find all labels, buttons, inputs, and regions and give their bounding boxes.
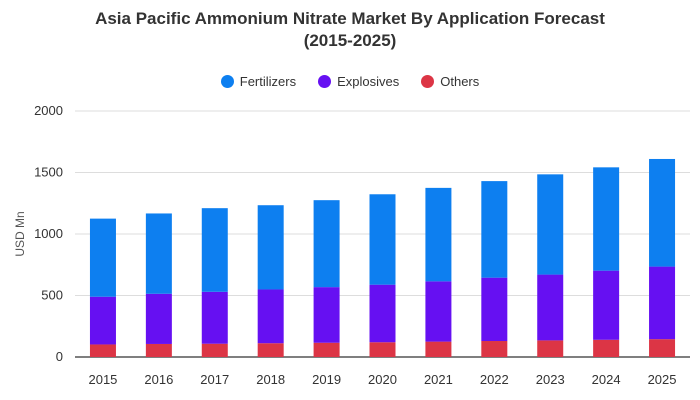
bar-others-2015[interactable] <box>89 344 116 357</box>
x-tick-label: 2023 <box>536 372 565 387</box>
y-axis-label: USD Mn <box>13 211 27 256</box>
bar-fertilizers-2019[interactable] <box>313 200 340 288</box>
legend-swatch-explosives <box>318 75 332 88</box>
bar-fertilizers-2022[interactable] <box>481 181 508 278</box>
legend-item-fertilizers[interactable]: Fertilizers <box>220 74 297 89</box>
bar-explosives-2022[interactable] <box>481 277 508 342</box>
x-tick-label: 2022 <box>480 372 509 387</box>
chart-legend: Fertilizers Explosives Others <box>0 74 700 89</box>
legend-item-explosives[interactable]: Explosives <box>318 74 399 89</box>
bar-others-2021[interactable] <box>425 341 452 357</box>
bar-others-2017[interactable] <box>201 343 228 357</box>
bar-others-2016[interactable] <box>145 343 172 357</box>
y-tick-label: 1000 <box>34 226 63 241</box>
bar-others-2018[interactable] <box>257 343 284 357</box>
bar-others-2022[interactable] <box>481 341 508 357</box>
bar-explosives-2019[interactable] <box>313 287 340 343</box>
x-tick-label: 2020 <box>368 372 397 387</box>
legend-label-explosives: Explosives <box>337 74 400 89</box>
bar-explosives-2024[interactable] <box>593 270 620 340</box>
bar-explosives-2017[interactable] <box>201 291 228 344</box>
bar-explosives-2025[interactable] <box>649 266 676 340</box>
x-tick-label: 2021 <box>424 372 453 387</box>
y-tick-label: 1500 <box>34 165 63 180</box>
bar-fertilizers-2024[interactable] <box>593 167 620 271</box>
legend-label-others: Others <box>440 74 480 89</box>
legend-item-others[interactable]: Others <box>421 74 479 89</box>
bar-others-2019[interactable] <box>313 342 340 357</box>
y-tick-label: 500 <box>41 288 63 303</box>
bar-fertilizers-2023[interactable] <box>537 174 564 275</box>
x-tick-label: 2019 <box>312 372 341 387</box>
x-tick-label: 2016 <box>144 372 173 387</box>
y-tick-label: 0 <box>56 349 63 364</box>
x-tick-label: 2015 <box>88 372 117 387</box>
y-tick-label: 2000 <box>34 103 63 118</box>
bar-explosives-2018[interactable] <box>257 289 284 344</box>
chart-title-line1: Asia Pacific Ammonium Nitrate Market By … <box>95 9 605 28</box>
y-tick-labels: 0 500 1000 1500 2000 <box>34 103 63 364</box>
bar-fertilizers-2018[interactable] <box>257 205 284 290</box>
bar-others-2024[interactable] <box>593 339 620 357</box>
bar-fertilizers-2020[interactable] <box>369 194 396 285</box>
bar-fertilizers-2021[interactable] <box>425 187 452 282</box>
bars <box>89 158 676 357</box>
bar-others-2020[interactable] <box>369 342 396 357</box>
legend-swatch-others <box>421 75 435 88</box>
x-tick-label: 2017 <box>200 372 229 387</box>
bar-explosives-2015[interactable] <box>89 296 116 345</box>
bar-fertilizers-2016[interactable] <box>145 213 172 294</box>
bar-fertilizers-2017[interactable] <box>201 208 228 292</box>
bar-fertilizers-2015[interactable] <box>89 218 116 297</box>
bar-explosives-2023[interactable] <box>537 274 564 341</box>
x-tick-label: 2018 <box>256 372 285 387</box>
bar-explosives-2020[interactable] <box>369 284 396 343</box>
bar-fertilizers-2025[interactable] <box>649 158 676 267</box>
bar-others-2023[interactable] <box>537 340 564 357</box>
bar-explosives-2016[interactable] <box>145 293 172 344</box>
x-tick-labels: 2015 2016 2017 2018 2019 2020 2021 2022 2023 2024… <box>88 372 676 387</box>
bar-explosives-2021[interactable] <box>425 281 452 342</box>
legend-swatch-fertilizers <box>220 75 234 88</box>
chart-title: Asia Pacific Ammonium Nitrate Market By … <box>0 8 700 52</box>
legend-label-fertilizers: Fertilizers <box>239 74 297 89</box>
x-tick-label: 2025 <box>648 372 677 387</box>
bar-others-2025[interactable] <box>649 339 676 357</box>
x-tick-label: 2024 <box>592 372 621 387</box>
chart-title-line2: (2015-2025) <box>303 31 397 50</box>
